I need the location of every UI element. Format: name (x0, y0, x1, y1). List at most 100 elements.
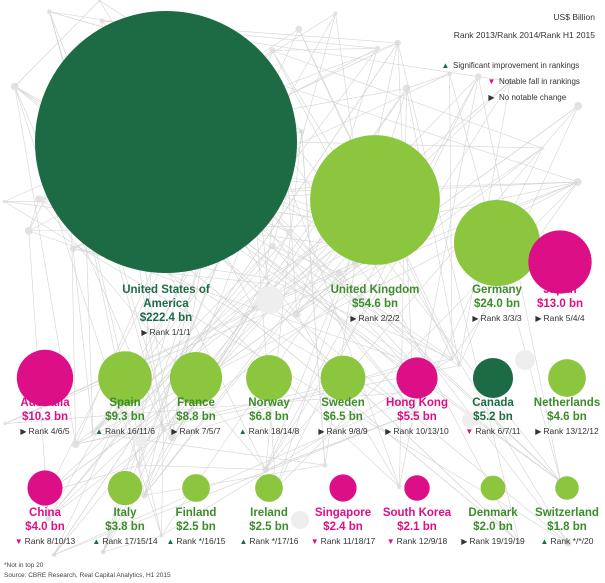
network-line (5, 390, 428, 424)
triangle-down-icon: ▼ (487, 77, 496, 86)
country-value: $6.8 bn (249, 411, 289, 423)
country-value: $24.0 bn (473, 298, 521, 310)
country-label-sweden: Sweden $6.5 bn ▶ Rank 9/8/9 (283, 396, 403, 438)
network-line (272, 13, 336, 247)
bubble-united-kingdom (310, 135, 440, 265)
network-line (47, 464, 140, 493)
rank-text: Rank 16/11/6 (104, 426, 155, 436)
country-name: Sweden (321, 397, 365, 409)
rank-text: Rank 1/1/1 (149, 327, 191, 337)
country-name: Singapore (314, 507, 372, 519)
network-hub (133, 433, 147, 447)
rank-text: Rank 19/19/19 (469, 536, 525, 546)
trend-up-icon: ▲ (95, 427, 103, 436)
bubble-japan (528, 230, 592, 294)
network-node (322, 462, 328, 468)
country-value: $3.8 bn (105, 521, 145, 533)
trend-flat-icon: ▶ (385, 427, 392, 436)
trend-flat-icon: ▶ (535, 427, 542, 436)
country-value: $2.0 bn (473, 521, 513, 533)
rank-text: Rank */16/15 (176, 536, 226, 546)
country-value: $2.5 bn (249, 521, 289, 533)
rank-text: Rank 12/9/18 (396, 536, 448, 546)
rank-text: Rank 17/15/14 (102, 536, 158, 546)
network-line (406, 73, 450, 89)
country-name: United Kingdom (330, 284, 420, 296)
country-name: Denmark (468, 507, 518, 519)
bubble-ireland (255, 474, 283, 502)
network-line (275, 246, 355, 489)
country-name: Germany (472, 284, 522, 296)
country-label-ireland: Ireland $2.5 bn ▲ Rank */17/16 (209, 506, 329, 548)
network-line (355, 262, 569, 544)
network-line (14, 0, 100, 87)
network-line (75, 365, 460, 445)
country-name: Norway (248, 397, 290, 409)
rank-text: Rank 4/6/5 (28, 426, 70, 436)
country-rank: ▲ Rank */*/20 (507, 535, 605, 548)
trend-up-icon: ▲ (166, 537, 175, 546)
country-label-united-states-of-america: United States of America $222.4 bn ▶ Rank 1… (106, 283, 226, 339)
bubble-china (27, 470, 63, 506)
country-label-canada: Canada $5.2 bn ▼ Rank 6/7/11 (433, 396, 553, 438)
rank-text: Rank 2/2/2 (358, 313, 400, 323)
rank-text: Rank */*/20 (550, 536, 594, 546)
country-label-australia: Australia $10.3 bn ▶ Rank 4/6/5 (0, 396, 105, 438)
country-name: Ireland (250, 507, 288, 519)
country-rank: ▲ Rank */16/15 (136, 535, 256, 548)
country-rank: ▶ Rank 2/2/2 (315, 312, 435, 325)
rank-text: Rank 13/12/12 (543, 426, 599, 436)
country-value: $2.5 bn (176, 521, 216, 533)
bubble-germany (453, 199, 541, 287)
network-line (264, 232, 290, 278)
triangle-up-icon: ▲ (441, 61, 450, 70)
network-line (338, 272, 561, 483)
country-value: $5.2 bn (473, 411, 513, 423)
network-node (2, 199, 6, 204)
network-hub (462, 412, 478, 428)
trend-flat-icon: ▶ (20, 427, 27, 436)
country-name: Italy (113, 507, 137, 519)
country-label-germany: Germany $24.0 bn ▶ Rank 3/3/3 (437, 283, 557, 325)
country-rank: ▼ Rank 6/7/11 (433, 425, 553, 438)
country-name: France (177, 397, 215, 409)
network-hub (256, 286, 284, 314)
network-line (296, 246, 355, 315)
rank-key: Rank 2013/Rank 2014/Rank H1 2015 (453, 30, 595, 40)
network-line (53, 307, 254, 555)
country-rank: ▶ Rank 10/13/10 (357, 425, 477, 438)
network-line (272, 245, 416, 414)
trend-flat-icon: ▶ (535, 314, 542, 323)
network-line (399, 76, 479, 488)
network-node (574, 101, 583, 110)
network-line (296, 313, 400, 488)
network-hub (515, 350, 535, 370)
country-name: Canada (472, 397, 514, 409)
country-name: Hong Kong (386, 397, 448, 409)
country-rank: ▼ Rank 11/18/17 (283, 535, 403, 548)
country-rank: ▶ Rank 5/4/4 (500, 312, 605, 325)
country-rank: ▶ Rank 9/8/9 (283, 425, 403, 438)
network-line (49, 11, 107, 29)
country-value: $13.0 bn (536, 298, 584, 310)
trend-flat-icon: ▶ (171, 427, 178, 436)
network-line (161, 429, 164, 536)
country-label-italy: Italy $3.8 bn ▲ Rank 17/15/14 (65, 506, 185, 548)
network-line (102, 283, 269, 553)
rank-text: Rank 9/8/9 (326, 426, 368, 436)
rank-text: Rank 7/5/7 (179, 426, 221, 436)
bubble-sweden (320, 355, 366, 401)
trend-up-icon: ▲ (92, 537, 101, 546)
network-line (103, 535, 162, 553)
country-name: Finland (175, 507, 217, 519)
country-rank: ▶ Rank 19/19/19 (433, 535, 553, 548)
network-line (265, 277, 453, 359)
network-line (53, 390, 428, 555)
country-value: $10.3 bn (21, 411, 69, 423)
bubble-norway (246, 355, 292, 401)
bubble-switzerland (555, 476, 579, 500)
country-name: South Korea (382, 507, 452, 519)
bubble-denmark (480, 475, 506, 501)
country-label-finland: Finland $2.5 bn ▲ Rank */16/15 (136, 506, 256, 548)
network-line (75, 358, 453, 445)
